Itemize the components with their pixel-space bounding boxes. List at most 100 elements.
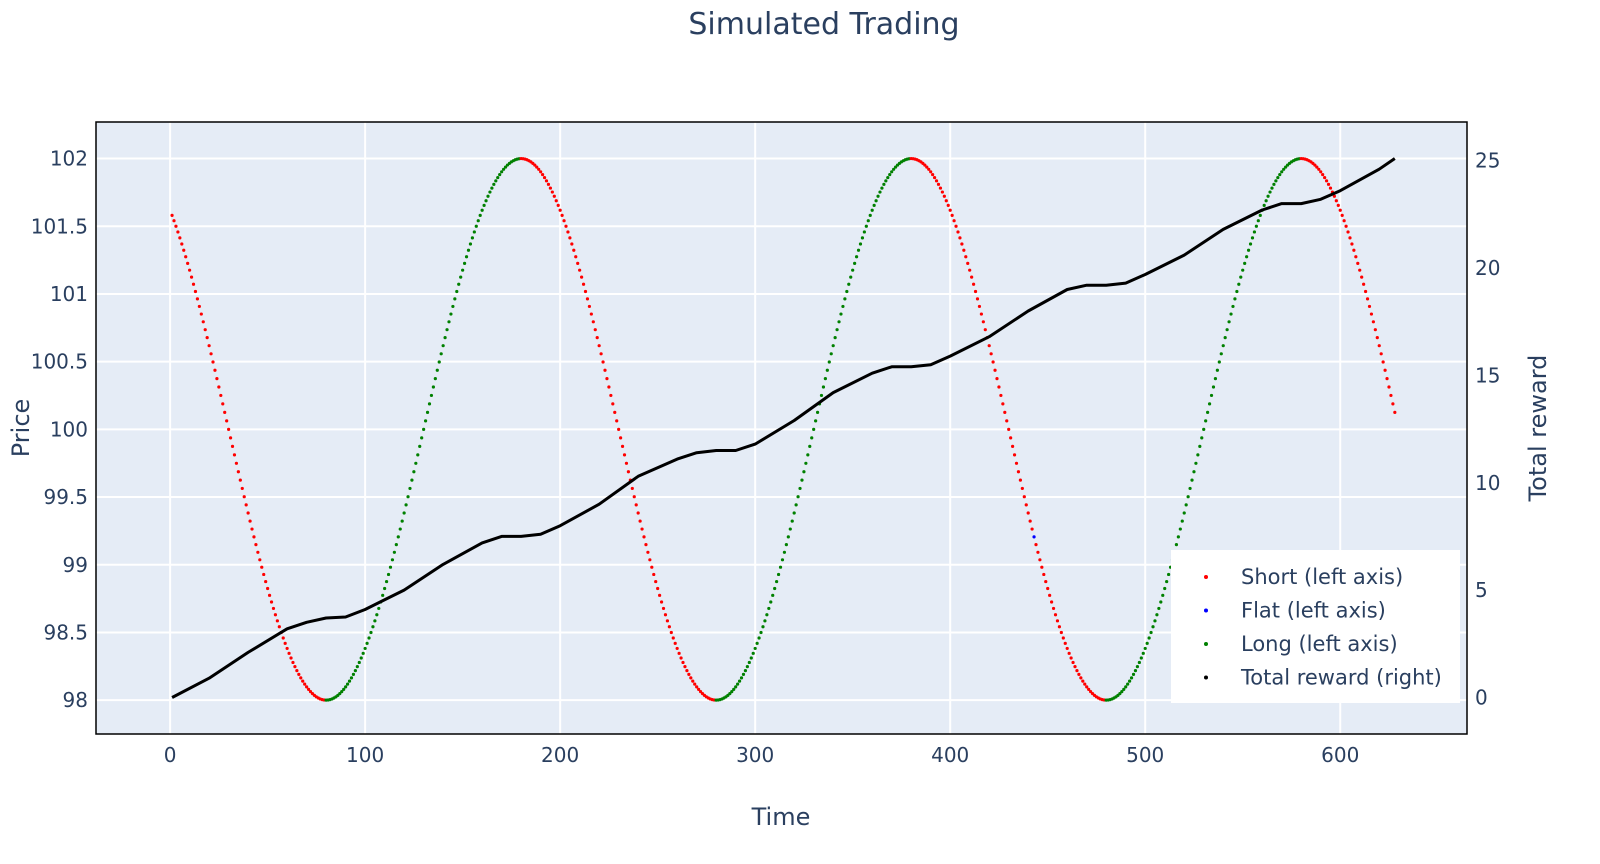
long-point [398, 527, 402, 531]
long-point [749, 656, 753, 660]
short-point [975, 297, 980, 301]
long-point [786, 535, 790, 539]
long-point [1145, 641, 1149, 645]
short-point [560, 213, 564, 217]
short-point [262, 572, 266, 577]
short-point [626, 470, 631, 474]
long-point [757, 636, 761, 640]
long-point [361, 651, 365, 655]
long-point [453, 297, 457, 301]
short-point [1016, 470, 1021, 474]
long-point [767, 606, 771, 611]
short-point [663, 613, 668, 617]
short-point [260, 565, 264, 569]
long-point [435, 368, 439, 372]
short-point [691, 679, 695, 683]
long-point [878, 190, 882, 194]
short-point [170, 213, 174, 217]
long-point [500, 170, 504, 174]
long-point [1192, 470, 1196, 474]
long-point [884, 179, 888, 183]
long-point [1135, 665, 1140, 669]
short-point [1085, 685, 1089, 689]
long-point [1282, 167, 1286, 171]
long-point [455, 289, 459, 294]
short-point [970, 275, 974, 279]
long-point [1245, 255, 1249, 259]
short-point [236, 470, 240, 474]
long-point [357, 660, 361, 665]
long-point [1128, 679, 1132, 683]
long-point [394, 543, 398, 547]
y-axis-right-title: Total reward [1524, 355, 1552, 503]
short-point [1328, 186, 1333, 190]
y-left-tick-label: 98 [63, 688, 88, 712]
long-point [866, 219, 870, 223]
long-point [345, 682, 350, 686]
short-point [193, 289, 198, 294]
long-point [338, 692, 342, 696]
long-point [788, 527, 792, 531]
long-point [1196, 453, 1200, 457]
y-right-tick-label: 15 [1475, 363, 1500, 387]
long-point [864, 224, 868, 228]
short-point [1026, 511, 1030, 515]
long-point [747, 660, 751, 665]
long-point [449, 312, 453, 316]
long-point [484, 199, 488, 203]
short-point [1352, 248, 1356, 252]
y-left-tick-label: 99.5 [43, 485, 88, 509]
short-point [1326, 182, 1331, 186]
short-point [936, 182, 941, 186]
y-left-tick-label: 101 [50, 282, 88, 306]
short-point [281, 636, 285, 640]
long-point [775, 579, 779, 584]
short-point [550, 190, 554, 194]
long-point [743, 669, 748, 673]
short-point [289, 656, 293, 660]
short-point [180, 242, 184, 246]
long-point [451, 304, 455, 309]
short-point [589, 312, 593, 316]
long-point [741, 672, 746, 676]
short-point [1081, 679, 1085, 683]
short-point [258, 558, 262, 562]
short-point [217, 385, 221, 389]
short-point [232, 453, 237, 457]
short-point [223, 410, 227, 414]
short-point [539, 170, 543, 174]
short-point [1391, 402, 1395, 406]
short-point [264, 579, 268, 584]
short-point [640, 527, 644, 531]
short-point [570, 242, 574, 246]
short-point [1065, 646, 1069, 651]
long-point [408, 486, 412, 491]
y-left-tick-label: 101.5 [31, 214, 88, 238]
short-point [189, 275, 194, 279]
long-point [1198, 444, 1202, 448]
legend-box [1171, 550, 1460, 703]
long-point [1207, 402, 1212, 406]
long-point [1141, 651, 1145, 655]
long-point [1209, 393, 1214, 398]
short-point [1020, 486, 1024, 491]
long-point [427, 402, 432, 406]
short-point [1059, 630, 1063, 635]
long-point [1235, 289, 1239, 294]
long-point [888, 172, 892, 177]
long-point [1250, 236, 1255, 240]
legend-marker [1204, 642, 1208, 646]
short-point [1048, 593, 1052, 597]
long-point [501, 167, 506, 171]
long-point [402, 511, 406, 515]
long-point [773, 586, 777, 591]
short-point [1083, 682, 1087, 686]
short-point [269, 600, 274, 604]
long-point [849, 275, 853, 279]
short-point [587, 304, 592, 309]
short-point [285, 646, 289, 651]
long-point [833, 336, 837, 340]
short-point [1381, 360, 1385, 364]
long-point [737, 679, 742, 683]
long-point [355, 665, 359, 669]
